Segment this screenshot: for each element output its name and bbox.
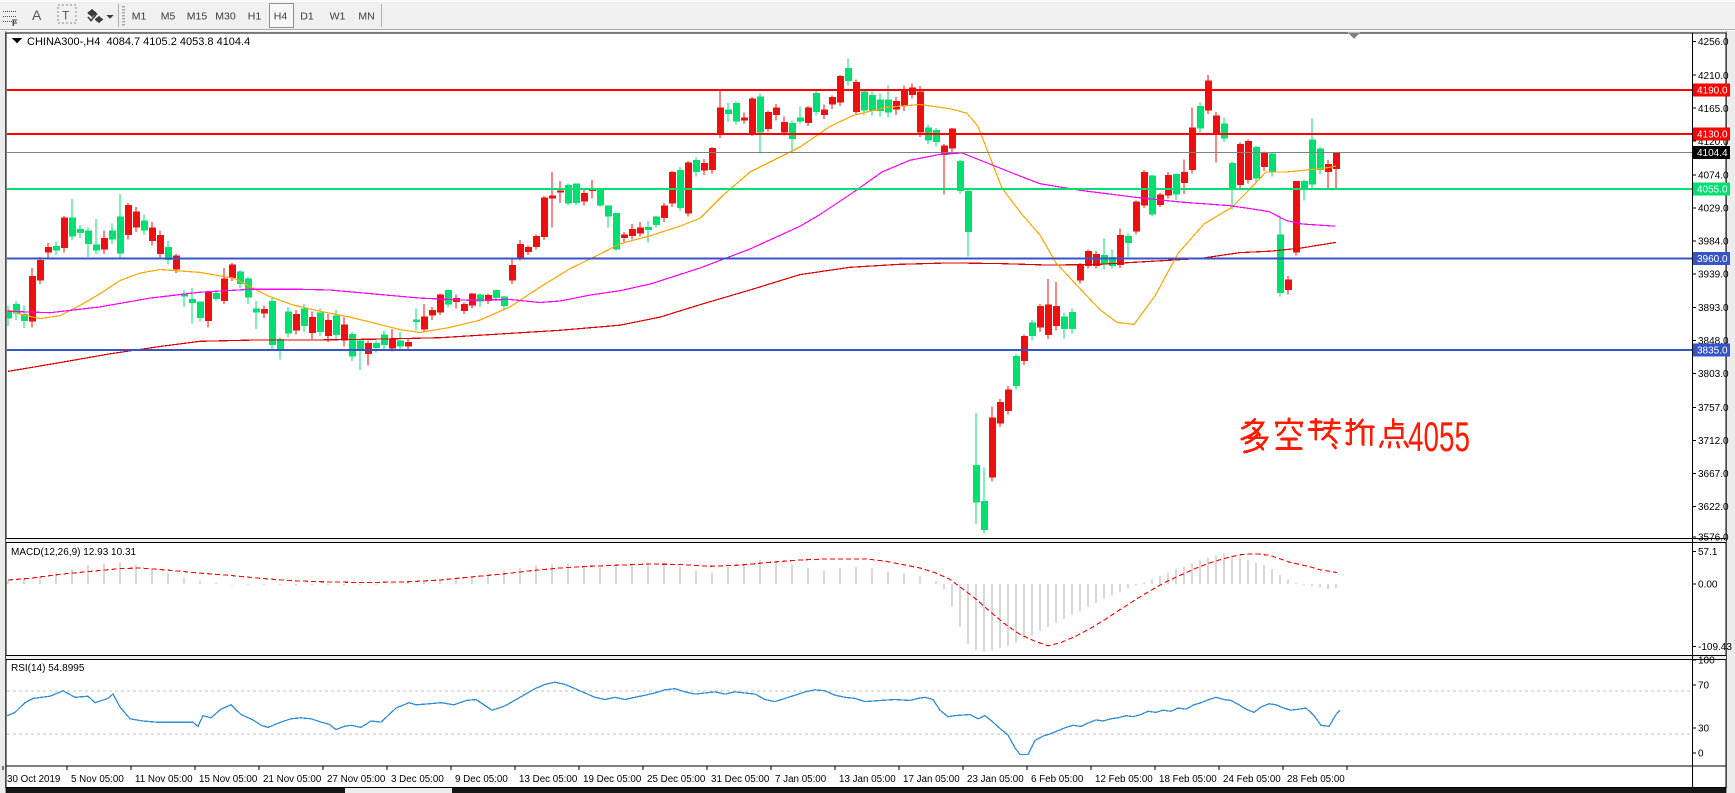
svg-text:MN: MN: [358, 11, 374, 23]
svg-text:30: 30: [1698, 724, 1710, 735]
svg-text:6 Feb 05:00: 6 Feb 05:00: [1031, 774, 1084, 785]
svg-text:A: A: [32, 7, 42, 23]
svg-text:3893.0: 3893.0: [1698, 303, 1729, 314]
svg-text:31 Dec 05:00: 31 Dec 05:00: [711, 774, 770, 785]
svg-text:4130.0: 4130.0: [1697, 130, 1728, 141]
svg-text:18 Feb 05:00: 18 Feb 05:00: [1159, 774, 1217, 785]
svg-text:0: 0: [1698, 749, 1704, 760]
svg-text:4055.0: 4055.0: [1697, 184, 1728, 195]
svg-text:4165.0: 4165.0: [1698, 104, 1729, 115]
svg-text:70: 70: [1698, 681, 1710, 692]
svg-text:21 Nov 05:00: 21 Nov 05:00: [263, 774, 322, 785]
svg-text:24 Feb 05:00: 24 Feb 05:00: [1223, 774, 1281, 785]
svg-text:M30: M30: [215, 11, 236, 23]
svg-text:30 Oct 2019: 30 Oct 2019: [7, 774, 60, 785]
svg-text:3803.0: 3803.0: [1698, 369, 1729, 380]
svg-text:12 Feb 05:00: 12 Feb 05:00: [1095, 774, 1153, 785]
svg-text:T: T: [62, 9, 70, 23]
svg-text:28 Feb 05:00: 28 Feb 05:00: [1287, 774, 1345, 785]
svg-text:3712.0: 3712.0: [1698, 436, 1729, 447]
svg-text:4074.0: 4074.0: [1698, 171, 1729, 182]
svg-text:4190.0: 4190.0: [1697, 86, 1728, 97]
svg-text:13 Dec 05:00: 13 Dec 05:00: [519, 774, 578, 785]
svg-text:4029.0: 4029.0: [1698, 204, 1729, 215]
svg-text:57.1: 57.1: [1698, 547, 1718, 558]
svg-text:4120.0: 4120.0: [1698, 137, 1729, 148]
svg-text:23 Jan 05:00: 23 Jan 05:00: [967, 774, 1024, 785]
svg-text:W1: W1: [330, 11, 346, 23]
svg-text:M5: M5: [161, 11, 176, 23]
svg-text:M1: M1: [132, 11, 147, 23]
svg-text:27 Nov 05:00: 27 Nov 05:00: [327, 774, 386, 785]
svg-text:4104.4: 4104.4: [1697, 148, 1728, 159]
svg-text:5 Nov 05:00: 5 Nov 05:00: [71, 774, 124, 785]
svg-text:100: 100: [1698, 656, 1715, 667]
svg-text:-109.43: -109.43: [1698, 642, 1732, 653]
svg-text:4210.0: 4210.0: [1698, 71, 1729, 82]
svg-text:MACD(12,26,9) 12.93 10.31: MACD(12,26,9) 12.93 10.31: [11, 547, 137, 558]
svg-text:4055: 4055: [1408, 413, 1470, 460]
svg-text:7 Jan 05:00: 7 Jan 05:00: [775, 774, 827, 785]
svg-text:3939.0: 3939.0: [1698, 270, 1729, 281]
svg-text:13 Jan 05:00: 13 Jan 05:00: [839, 774, 896, 785]
svg-text:CHINA300-,H4 4084.7 4105.2 40: CHINA300-,H4 4084.7 4105.2 4053.8 4104.4: [27, 36, 250, 48]
svg-text:F: F: [12, 18, 18, 28]
svg-text:H4: H4: [274, 11, 288, 23]
svg-text:11 Nov 05:00: 11 Nov 05:00: [135, 774, 193, 785]
svg-text:M15: M15: [187, 11, 208, 23]
svg-text:3576.0: 3576.0: [1698, 533, 1729, 544]
svg-text:3757.0: 3757.0: [1698, 403, 1729, 414]
svg-text:4256.0: 4256.0: [1698, 37, 1729, 48]
svg-text:9 Dec 05:00: 9 Dec 05:00: [455, 774, 508, 785]
svg-text:15 Nov 05:00: 15 Nov 05:00: [199, 774, 258, 785]
svg-text:3 Dec 05:00: 3 Dec 05:00: [391, 774, 444, 785]
svg-text:17 Jan 05:00: 17 Jan 05:00: [903, 774, 960, 785]
svg-text:25 Dec 05:00: 25 Dec 05:00: [647, 774, 706, 785]
svg-text:3622.0: 3622.0: [1698, 502, 1729, 513]
svg-text:RSI(14) 54.8995: RSI(14) 54.8995: [11, 663, 85, 674]
svg-text:3848.0: 3848.0: [1698, 336, 1729, 347]
svg-text:3960.0: 3960.0: [1697, 254, 1728, 265]
svg-text:H1: H1: [248, 11, 262, 23]
svg-text:3984.0: 3984.0: [1698, 237, 1729, 248]
svg-text:3835.0: 3835.0: [1697, 346, 1728, 357]
svg-text:0.00: 0.00: [1698, 580, 1718, 591]
svg-text:D1: D1: [300, 11, 314, 23]
svg-text:3667.0: 3667.0: [1698, 469, 1729, 480]
svg-text:19 Dec 05:00: 19 Dec 05:00: [583, 774, 642, 785]
